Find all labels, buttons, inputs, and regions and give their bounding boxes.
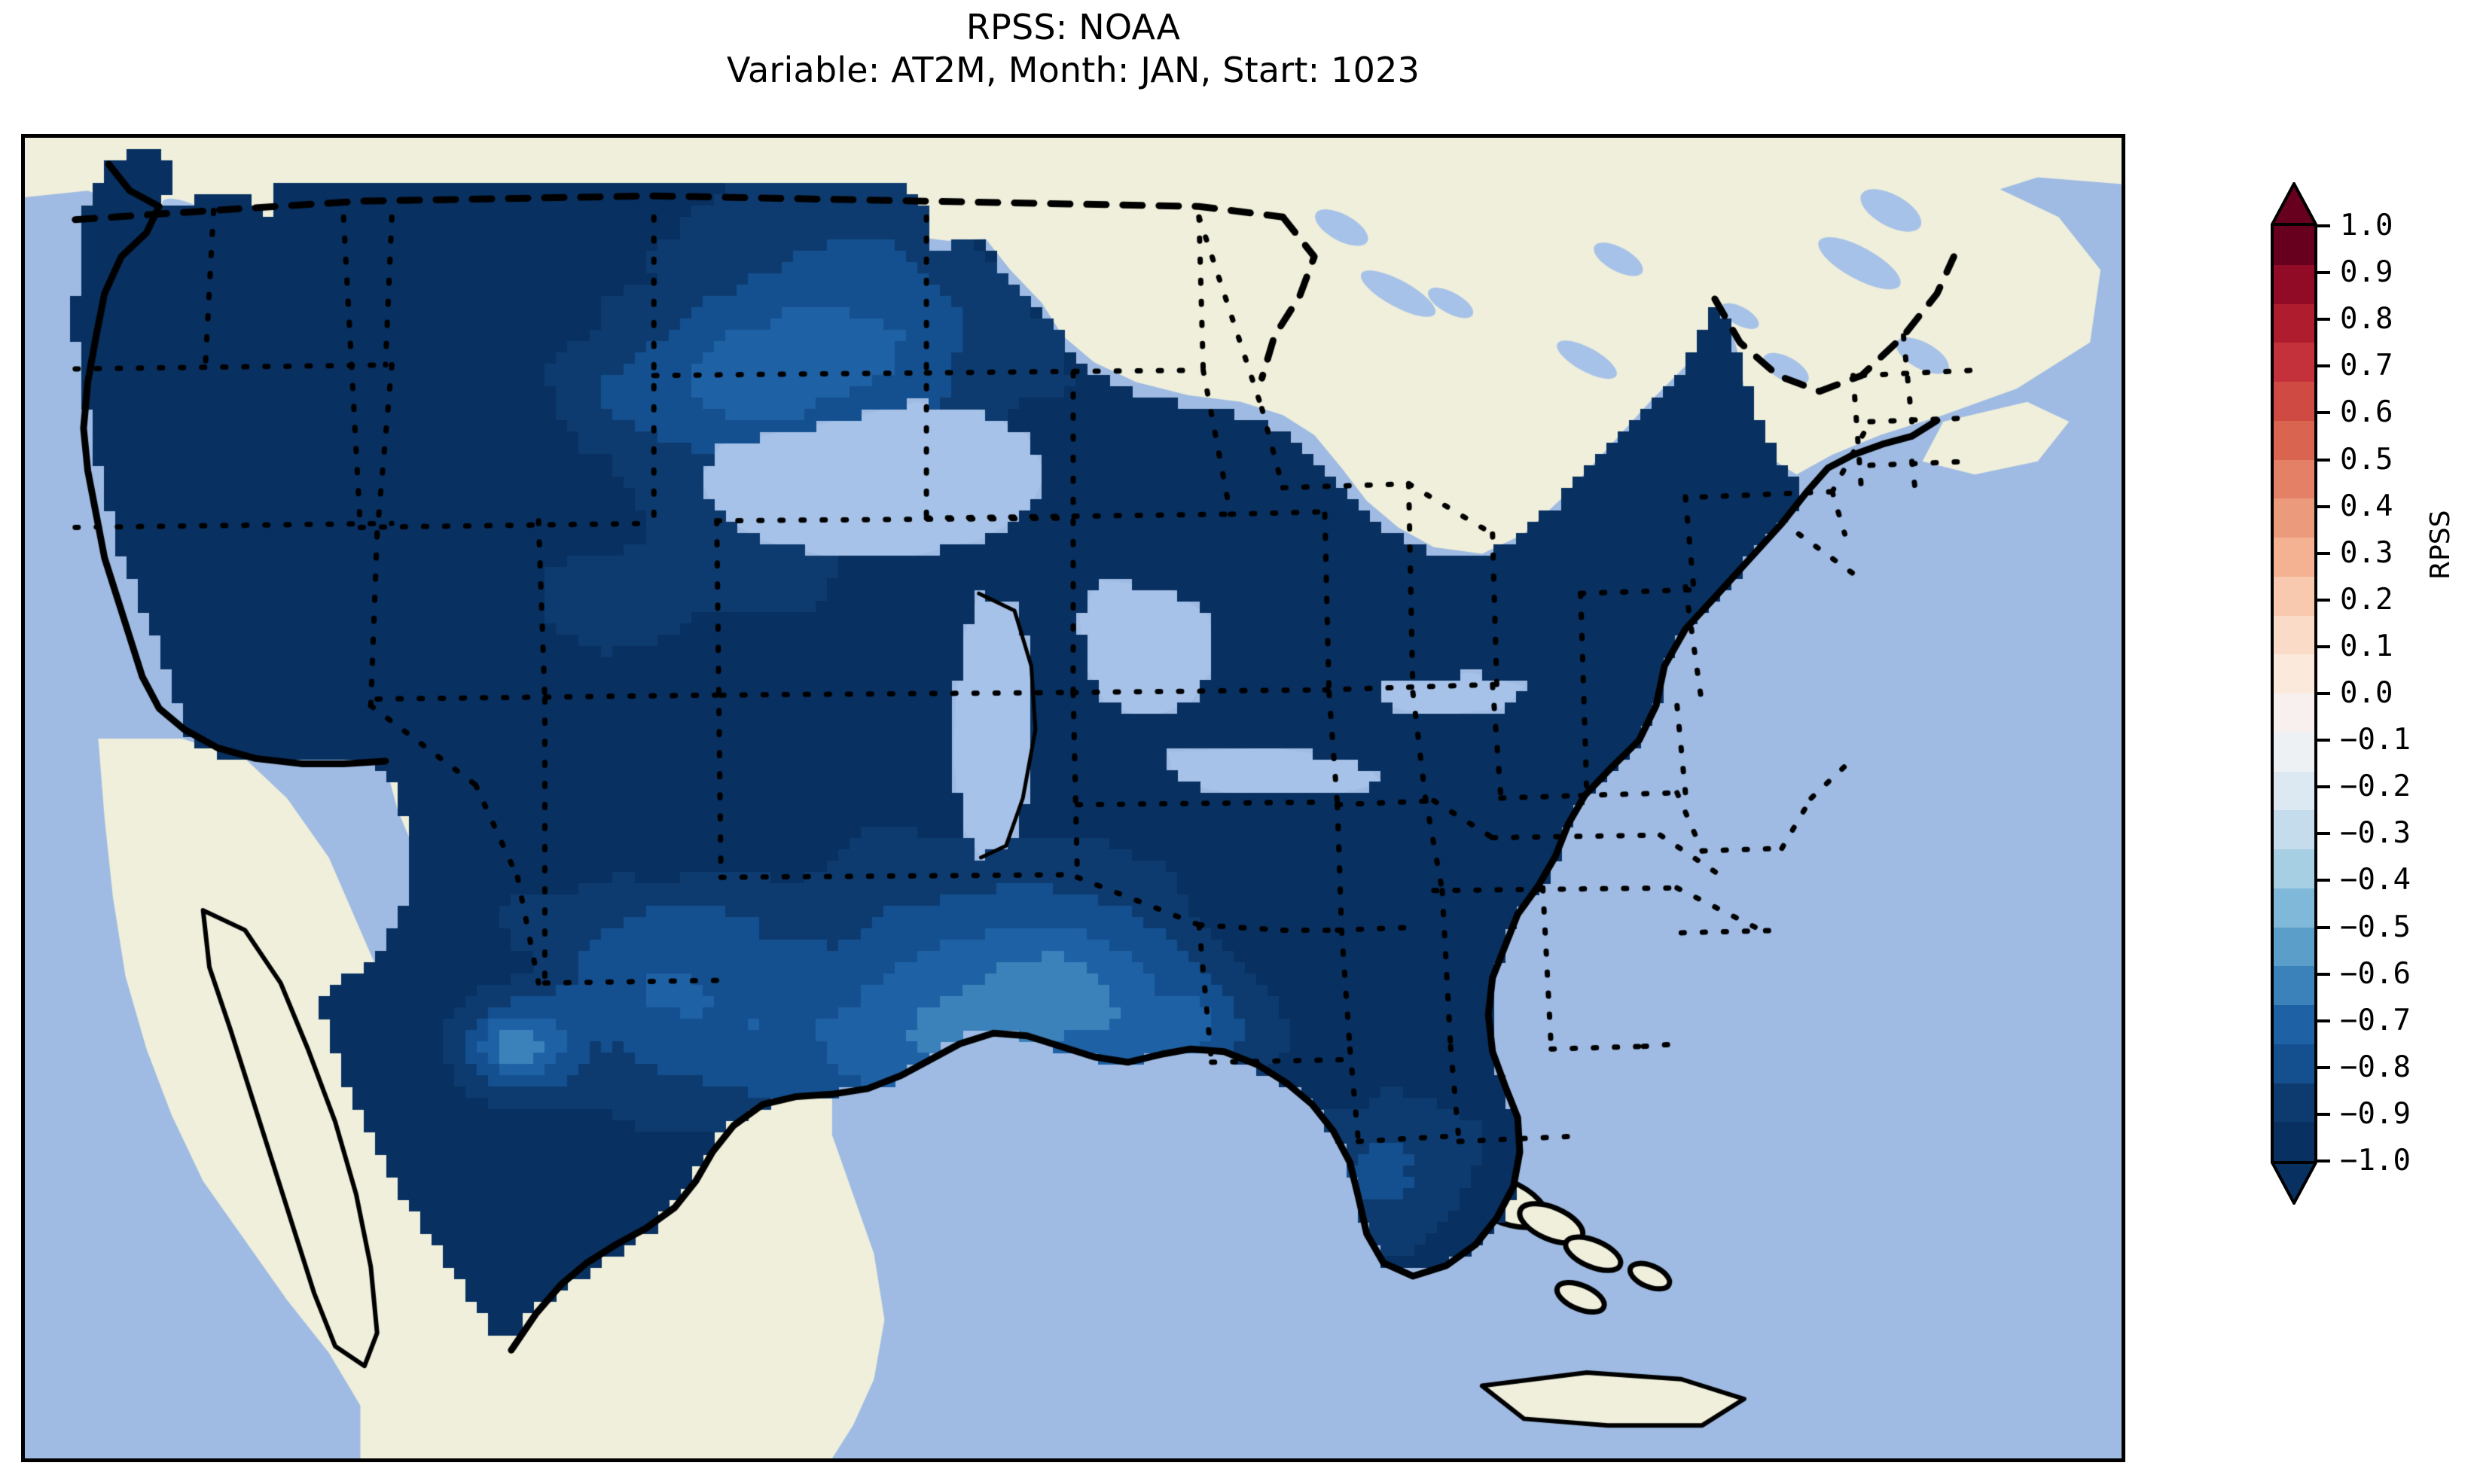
colorbar-tick-mark [2317,551,2330,555]
colorbar-tick-mark [2317,458,2330,462]
colorbar-tick-label: −1.0 [2340,1144,2411,1178]
colorbar-tick-label: −0.5 [2340,910,2411,944]
colorbar-tick-label: 1.0 [2340,209,2393,242]
colorbar-tick-label: 0.8 [2340,302,2393,337]
colorbar-segment [2271,693,2317,733]
colorbar-segment [2271,576,2317,617]
colorbar-tick-label: 0.3 [2340,535,2393,570]
colorbar-segment [2271,654,2317,694]
colorbar-segment [2271,732,2317,772]
colorbar-segment [2271,888,2317,928]
colorbar-segment [2271,1044,2317,1084]
colorbar-tick-label: 0.9 [2340,255,2393,290]
colorbar-tick-label: −0.1 [2340,723,2411,757]
colorbar-segment [2271,1083,2317,1123]
colorbar-segment [2271,538,2317,577]
colorbar-tick-mark [2317,1065,2330,1069]
colorbar-segment [2271,849,2317,889]
colorbar-tick-mark [2317,598,2330,602]
colorbar-ticks: 1.0 0.9 0.8 0.7 0.6 0.5 0.4 0.3 0.2 0.1 0.0 −0.1 −0.… [2317,209,2468,1178]
colorbar-gradient [2271,226,2317,1162]
colorbar: 1.0 0.9 0.8 0.7 0.6 0.5 0.4 0.3 0.2 0.1 0.0 −0.1 −0.… [2267,113,2474,1423]
colorbar-tick-mark [2317,785,2330,789]
colorbar-segment [2271,226,2317,266]
colorbar-tick-mark [2317,411,2330,415]
colorbar-segment [2271,303,2317,343]
colorbar-tick-mark [2317,925,2330,929]
colorbar-segment [2271,420,2317,461]
colorbar-tick-mark [2317,832,2330,836]
colorbar-tick-label: −0.4 [2340,863,2411,897]
colorbar-segment [2271,498,2317,538]
page-title: RPSS: NOAA [966,7,1181,47]
figure-subtitle: Variable: AT2M, Month: JAN, Start: 1023 [726,50,1420,91]
colorbar-tick-label: 0.1 [2340,629,2393,663]
colorbar-tick-mark [2317,692,2330,695]
colorbar-tick-label: −0.9 [2340,1096,2411,1131]
colorbar-tick-mark [2317,1159,2330,1163]
figure-title-block: RPSS: NOAA Variable: AT2M, Month: JAN, S… [0,6,2146,92]
colorbar-tick-mark [2317,644,2330,648]
colorbar-tick-label: −0.2 [2340,769,2411,804]
colorbar-tick-mark [2317,879,2330,882]
colorbar-tick-mark [2317,739,2330,742]
colorbar-segment [2271,810,2317,850]
colorbar-tick-mark [2317,1019,2330,1022]
colorbar-segment [2271,264,2317,305]
colorbar-segment [2271,1005,2317,1045]
colorbar-tick-label: −0.7 [2340,1003,2411,1038]
colorbar-tick-label: 0.4 [2340,489,2393,523]
colorbar-tick-label: 0.6 [2340,395,2393,430]
colorbar-tick-mark [2317,504,2330,508]
colorbar-tick-mark [2317,972,2330,976]
colorbar-tick-mark [2317,271,2330,275]
colorbar-tick-label: −0.3 [2340,816,2411,851]
colorbar-tick-label: −0.8 [2340,1050,2411,1084]
colorbar-segment [2271,1122,2317,1162]
colorbar-segment [2271,927,2317,967]
map-axes-frame [21,134,2125,1462]
colorbar-extend-bottom-arrow [2271,1161,2317,1205]
colorbar-tick-mark [2317,224,2330,227]
colorbar-tick-label: 0.0 [2340,676,2393,710]
colorbar-segment [2271,771,2317,811]
colorbar-tick-mark [2317,364,2330,368]
colorbar-tick-label: 0.7 [2340,349,2393,383]
colorbar-extend-top-arrow [2271,182,2317,226]
colorbar-segment [2271,966,2317,1006]
colorbar-segment [2271,343,2317,382]
colorbar-segment [2271,382,2317,422]
colorbar-tick-mark [2317,318,2330,321]
colorbar-tick-label: −0.6 [2340,956,2411,991]
rpss-heatmap-canvas [25,138,2122,1458]
colorbar-tick-label: 0.2 [2340,582,2393,617]
colorbar-tick-mark [2317,1112,2330,1116]
colorbar-segment [2271,615,2317,655]
colorbar-outline [2271,226,2317,1161]
colorbar-axis-label: RPSS [2425,510,2456,580]
colorbar-segment [2271,459,2317,499]
colorbar-tick-label: 0.5 [2340,442,2393,477]
